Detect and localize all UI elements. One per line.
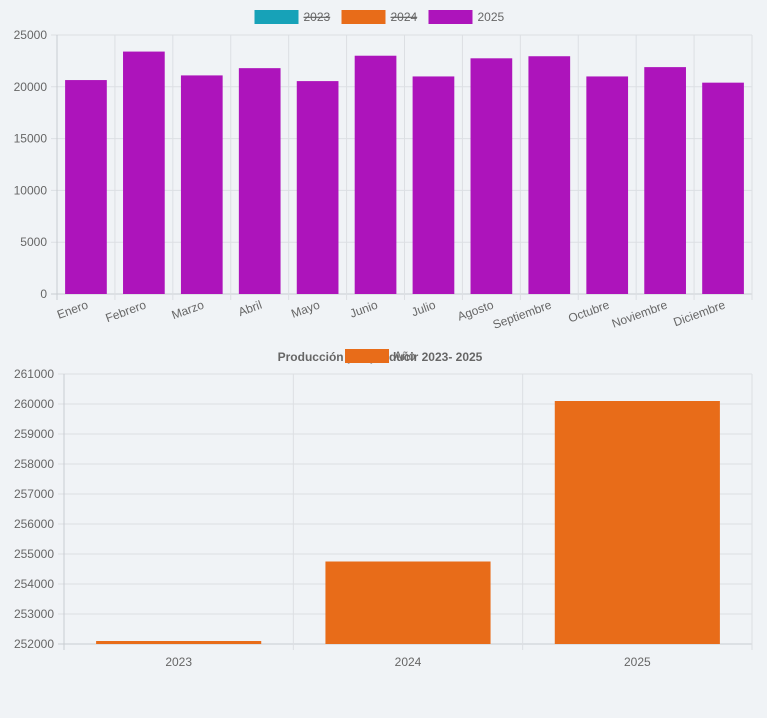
bar-Mayo[interactable] xyxy=(296,81,339,295)
x-tick-label: Marzo xyxy=(170,298,206,323)
x-tick-label: Octubre xyxy=(566,298,611,326)
x-tick-label: 2025 xyxy=(624,655,651,669)
bar-Junio[interactable] xyxy=(354,55,397,294)
bar-Abril[interactable] xyxy=(238,68,281,294)
chart2-x-ticks: 2023 2024 2025 xyxy=(165,655,651,669)
y-tick-label: 256000 xyxy=(14,517,54,531)
y-tick-label: 260000 xyxy=(14,397,54,411)
chart1-y-ticks: 25000 20000 15000 10000 5000 0 xyxy=(14,28,48,301)
x-tick-label: Febrero xyxy=(104,298,149,326)
y-tick-label: 254000 xyxy=(14,577,54,591)
y-tick-label: 5000 xyxy=(20,235,47,249)
bar-Septiembre[interactable] xyxy=(528,56,571,294)
bar-Marzo[interactable] xyxy=(180,75,223,295)
legend-label-2024[interactable]: 2024 xyxy=(391,10,418,24)
bar-Agosto[interactable] xyxy=(470,58,513,295)
chart1-bars xyxy=(65,51,744,295)
y-tick-label: 25000 xyxy=(14,28,48,42)
y-tick-label: 253000 xyxy=(14,607,54,621)
x-tick-label: Noviembre xyxy=(610,298,670,331)
chart2-legend: Año xyxy=(345,349,416,363)
x-tick-label: Agosto xyxy=(456,298,496,324)
x-tick-label: Junio xyxy=(348,298,380,321)
x-tick-label: 2024 xyxy=(395,655,422,669)
legend-swatch-Año[interactable] xyxy=(345,349,389,363)
bar-2025[interactable] xyxy=(554,401,720,644)
bar-2023[interactable] xyxy=(96,641,262,644)
chart1-x-ticks: Enero Febrero Marzo Abril Mayo Junio Julio Agos… xyxy=(55,298,727,332)
bar-Julio[interactable] xyxy=(412,76,455,294)
legend-label-2025[interactable]: 2025 xyxy=(478,10,505,24)
bar-Febrero[interactable] xyxy=(123,51,165,294)
chart2-y-ticks: 261000 260000 259000 258000 257000 256000 2550… xyxy=(14,367,54,651)
legend-swatch-2025[interactable] xyxy=(428,10,473,24)
y-tick-label: 10000 xyxy=(14,183,48,197)
y-tick-label: 258000 xyxy=(14,457,54,471)
x-tick-label: Julio xyxy=(409,298,437,320)
y-tick-label: 261000 xyxy=(14,367,54,381)
y-tick-label: 0 xyxy=(40,287,47,301)
bar-2024[interactable] xyxy=(325,561,491,645)
x-tick-label: 2023 xyxy=(165,655,192,669)
legend-swatch-2023[interactable] xyxy=(254,10,299,24)
y-tick-label: 259000 xyxy=(14,427,54,441)
y-tick-label: 255000 xyxy=(14,547,54,561)
y-tick-label: 252000 xyxy=(14,637,54,651)
bar-Diciembre[interactable] xyxy=(702,82,744,294)
x-tick-label: Mayo xyxy=(289,298,322,321)
chart1-legend: 2023 2024 2025 xyxy=(254,10,505,24)
chart1-gridlines xyxy=(51,34,753,300)
y-tick-label: 20000 xyxy=(14,80,48,94)
x-tick-label: Abril xyxy=(236,298,263,319)
legend-swatch-2024[interactable] xyxy=(341,10,386,24)
monthly-production-chart: 2023 2024 2025 25000 20000 15000 10000 5000 0 E… xyxy=(14,10,753,332)
x-tick-label: Enero xyxy=(55,298,90,322)
bar-Noviembre[interactable] xyxy=(644,67,686,294)
chart2-bars xyxy=(96,401,720,644)
bar-Enero[interactable] xyxy=(65,80,107,294)
production-by-year-chart: Producción por producir 2023- 2025 Año 2… xyxy=(14,349,753,669)
x-tick-label: Diciembre xyxy=(672,298,728,330)
bar-Octubre[interactable] xyxy=(586,76,629,294)
legend-label-Año[interactable]: Año xyxy=(394,349,416,363)
y-tick-label: 15000 xyxy=(14,132,48,146)
x-tick-label: Septiembre xyxy=(491,298,554,332)
y-tick-label: 257000 xyxy=(14,487,54,501)
legend-label-2023[interactable]: 2023 xyxy=(304,10,331,24)
